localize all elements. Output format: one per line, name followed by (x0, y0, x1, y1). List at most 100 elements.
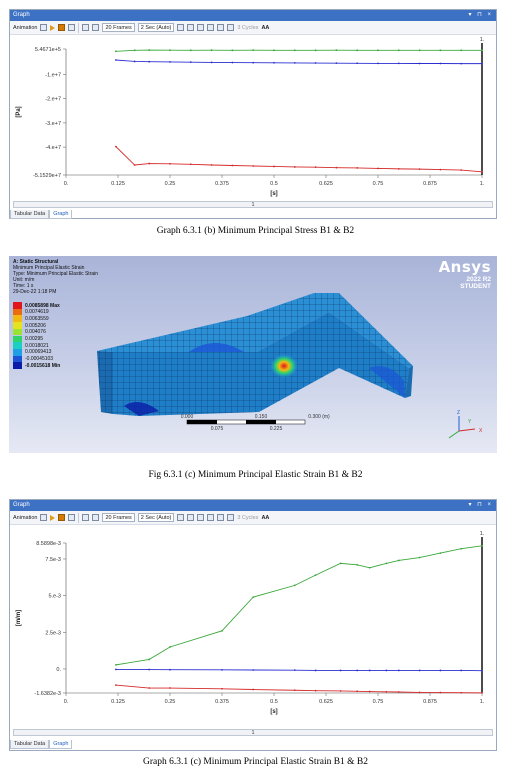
distributed-frames-icon[interactable] (82, 24, 90, 31)
series-line (115, 545, 483, 666)
legend-label: -0.0015618 Min (25, 362, 61, 369)
cursor-label: 1. (480, 37, 485, 43)
scale-label-75: 0.075 (211, 426, 224, 432)
x-tick-label: 0.75 (373, 699, 384, 705)
y-tick-label: 2.5e-3 (45, 630, 61, 636)
y-tick-label: -1.e+7 (45, 73, 61, 79)
data-point (481, 691, 483, 694)
data-point (169, 646, 171, 648)
data-point (460, 669, 463, 672)
time-slider[interactable]: 1 (13, 729, 493, 736)
tab-tabular-data[interactable]: Tabular Data (10, 740, 50, 749)
next-frame-icon[interactable] (68, 514, 76, 521)
data-point (460, 547, 463, 550)
play-icon[interactable] (50, 514, 56, 521)
data-point (418, 168, 421, 171)
result-frames-icon[interactable] (92, 24, 100, 31)
caption-contour: Fig 6.3.1 (c) Minimum Principal Elastic … (148, 470, 363, 480)
update-icon[interactable] (217, 24, 225, 31)
data-point (314, 689, 317, 692)
frames-select[interactable]: 20 Frames (102, 513, 135, 522)
data-point (293, 166, 296, 168)
tab-graph[interactable]: Graph (49, 210, 73, 219)
data-point (385, 562, 388, 565)
data-point (221, 629, 223, 632)
triad-x: X (479, 428, 483, 434)
data-point (377, 167, 379, 170)
data-point (189, 163, 192, 166)
data-point (481, 62, 483, 65)
plot-area-1: 1. 5.4671e+5 -1.e+7 -2.e+7 -3.e+7 -4.e+7 -5.15… (10, 37, 496, 199)
data-point (293, 49, 296, 52)
x-tick-label: 0. (64, 181, 69, 187)
update-icon[interactable] (217, 514, 225, 521)
frames-select[interactable]: 20 Frames (102, 23, 135, 32)
animation-label: Animation (13, 24, 38, 31)
legend-icon[interactable] (197, 514, 205, 521)
data-point (231, 49, 234, 52)
x-tick-label: 0.125 (111, 699, 125, 705)
time-slider[interactable]: 1 (13, 201, 493, 208)
result-unit: Unit: m/m (13, 277, 35, 283)
data-point (210, 61, 213, 64)
graph-window-title: Graph ▾ ⊓ × (10, 10, 496, 21)
ansys-logo: Ansys 2022 R2 STUDENT (439, 258, 491, 290)
result-frames-icon[interactable] (92, 514, 100, 521)
y-axis-title: [m/m] (16, 610, 22, 626)
stop-icon[interactable] (58, 24, 66, 31)
chart-options-icon[interactable] (207, 24, 215, 31)
font-size-button[interactable]: AA (261, 24, 270, 31)
x-tick-label: 0.875 (423, 699, 437, 705)
axis-triad[interactable]: Z Y X (448, 410, 483, 439)
data-point (314, 166, 317, 169)
data-point (148, 668, 151, 671)
export-video-icon[interactable] (177, 24, 185, 31)
data-point (252, 61, 255, 64)
legend-swatch (13, 328, 22, 336)
data-point (273, 61, 275, 64)
chart-options-icon[interactable] (207, 514, 215, 521)
legend-swatch (13, 335, 22, 343)
x-axis-title: [s] (270, 709, 277, 715)
data-point (339, 562, 342, 565)
next-frame-icon[interactable] (68, 24, 76, 31)
data-point (148, 60, 151, 63)
zoom-fit-icon[interactable] (187, 24, 195, 31)
font-size-button[interactable]: AA (261, 514, 270, 521)
cycles-label[interactable]: 3 Cycles (237, 514, 259, 521)
tab-graph[interactable]: Graph (49, 740, 73, 749)
data-point (418, 49, 421, 52)
result-date: 29-Dec-22 1:18 PM (13, 289, 57, 295)
data-point (273, 165, 275, 168)
data-point (314, 574, 317, 577)
distributed-frames-icon[interactable] (82, 514, 90, 521)
previous-frame-icon[interactable] (40, 514, 48, 521)
scale-bar: 0.000 0.150 0.300 (m) 0.075 0.225 (181, 414, 330, 432)
cycles-label[interactable]: 3 Cycles (237, 24, 259, 31)
stop-icon[interactable] (58, 514, 66, 521)
previous-frame-icon[interactable] (40, 24, 48, 31)
duration-select[interactable]: 2 Sec (Auto) (137, 513, 175, 522)
x-tick-label: 0.5 (270, 181, 278, 187)
window-controls[interactable]: ▾ ⊓ × (468, 12, 493, 18)
ansys-edition: STUDENT (460, 283, 491, 290)
window-controls[interactable]: ▾ ⊓ × (468, 502, 493, 508)
cycle-icon[interactable] (227, 514, 235, 521)
cycle-icon[interactable] (227, 24, 235, 31)
data-point (439, 691, 442, 694)
play-icon[interactable] (50, 24, 56, 31)
x-tick-label: 0.125 (111, 181, 125, 187)
caption-graph-1: Graph 6.3.1 (b) Minimum Principal Stress… (156, 226, 355, 236)
export-video-icon[interactable] (177, 514, 185, 521)
data-point (148, 687, 151, 689)
zoom-fit-icon[interactable] (187, 514, 195, 521)
x-tick-label: 1. (480, 181, 485, 187)
data-point (293, 689, 296, 692)
tab-tabular-data[interactable]: Tabular Data (10, 210, 50, 219)
duration-select[interactable]: 2 Sec (Auto) (137, 23, 175, 32)
toolbar-separator (78, 22, 80, 33)
legend-icon[interactable] (197, 24, 205, 31)
graph-panel-2: Graph ▾ ⊓ × Animation 20 Frames 2 Sec (A… (9, 499, 497, 751)
data-point (252, 596, 255, 599)
data-point (115, 59, 117, 61)
